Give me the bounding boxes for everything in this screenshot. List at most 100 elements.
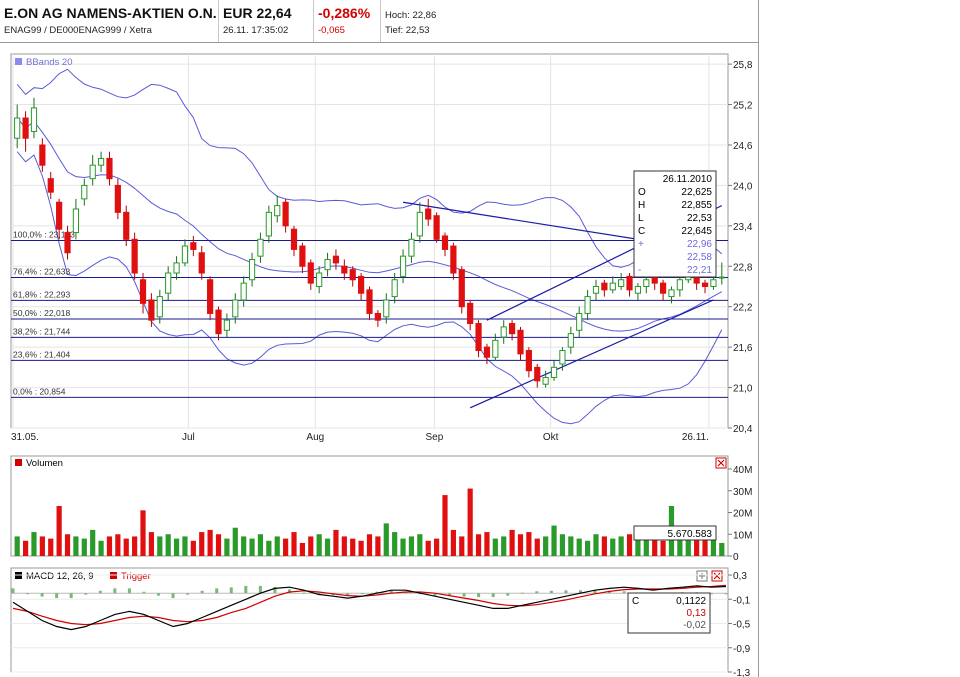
volume-bar [710,536,717,556]
candle-body [609,282,616,291]
candle-body [148,299,155,321]
volume-bar [450,529,456,556]
bband-upper-line [16,68,723,268]
ohlc-tooltip: 26.11.2010 O 22,625 H 22,855 L 22,53 C 22,645 + 2… [633,170,717,278]
macd-histogram-bar [389,590,393,594]
tooltip-value: 22,645 [681,226,712,237]
volume-bar [241,536,247,556]
candle-body [181,245,189,264]
volume-bar [73,536,79,556]
price-ytick-label: 24,6 [733,141,753,152]
candle-body [383,299,390,318]
volume-bar [283,538,289,556]
price-xtick-label: 26.11. [682,432,709,443]
candle-body [676,279,683,291]
price-ytick-label: 22,2 [733,303,753,314]
candle-body [198,252,205,274]
volume-bar [618,536,624,556]
volume-bar [98,540,104,556]
volume-bar [392,532,398,556]
macd-histogram-bar [215,588,219,594]
macd-ytick-label: -1,3 [733,668,751,677]
candle-body [659,282,667,294]
candle-body [567,333,574,348]
volume-ytick-label: 40M [733,465,752,476]
volume-bar [90,529,96,556]
candle-body [458,269,465,308]
macd-ytick-label: 0,3 [733,571,747,582]
candle-body [39,144,46,166]
candle-body [374,312,381,321]
volume-bar [434,538,440,556]
volume-bar [224,538,230,556]
candle-body [173,262,180,274]
price-ytick-label: 24,0 [733,181,753,192]
macd-histogram-bar [724,593,728,595]
candle-body [139,279,147,304]
volume-bar [132,536,138,556]
day-low: Tief: 22,53 [385,25,430,36]
fib-level-label: 0,0% : 20,854 [13,386,66,396]
candle-body [223,319,231,331]
volume-bar [157,536,163,556]
candle-body [391,279,398,298]
macd-histogram-bar [462,593,466,597]
candle-body [232,299,239,318]
volume-bar [291,532,297,556]
macd-expand-button[interactable] [696,570,708,582]
macd-histogram-bar [593,590,597,594]
macd-histogram-bar [229,587,233,594]
volume-bar [626,534,633,556]
macd-histogram-bar [287,589,291,594]
volume-bar [232,527,238,556]
candle-body [525,350,532,372]
tooltip-band-value: 22,58 [687,252,712,263]
candle-body [550,366,558,378]
tooltip-key: C [638,226,645,237]
volume-bar [375,536,381,556]
candle-body [215,309,222,335]
macd-legend-label: MACD 12, 26, 9 [26,571,94,582]
candle-body [165,272,172,294]
macd-histogram-bar [549,590,553,594]
change-percent: -0,286% [318,5,371,21]
volume-close-button[interactable] [715,457,727,469]
volume-readout: 5.670.583 [633,525,717,541]
bband-middle-line [16,117,723,332]
macd-histogram-bar [55,593,59,599]
macd-histogram-bar [11,588,15,594]
volume-bar [509,529,515,556]
volume-bar [492,538,498,556]
candle-body [349,269,356,281]
volume-bar [207,529,213,556]
fib-level-label: 61,8% : 22,293 [13,289,70,299]
fib-level-label: 76,4% : 22,633 [13,267,70,277]
macd-readout-value: 0,1122 [676,596,706,607]
bbands-legend-icon [15,58,22,65]
candle-body [425,208,432,220]
macd-close-button[interactable] [711,570,723,582]
candle-body [257,238,264,257]
candle-body [592,285,600,294]
candle-body [307,262,314,284]
macd-histogram-bar [200,590,204,594]
candle-body [14,117,21,139]
candle-body [718,276,725,279]
price-xtick-label: Aug [306,432,324,443]
candle-body [483,346,491,358]
candle-body [668,289,675,298]
candle-body [467,302,474,325]
candle-body [207,279,214,314]
candle-body [332,255,340,264]
candle-body [433,215,440,240]
volume-bar [677,536,683,556]
volume-bar [593,534,599,556]
macd-histogram-bar [244,585,248,594]
tooltip-key: O [638,187,646,198]
volume-bar [425,540,431,556]
volume-bar [635,532,641,556]
candle-body [618,279,625,287]
candle-body [634,285,642,294]
instrument-ids: ENAG99 / DE000ENAG999 / Xetra [4,25,152,36]
